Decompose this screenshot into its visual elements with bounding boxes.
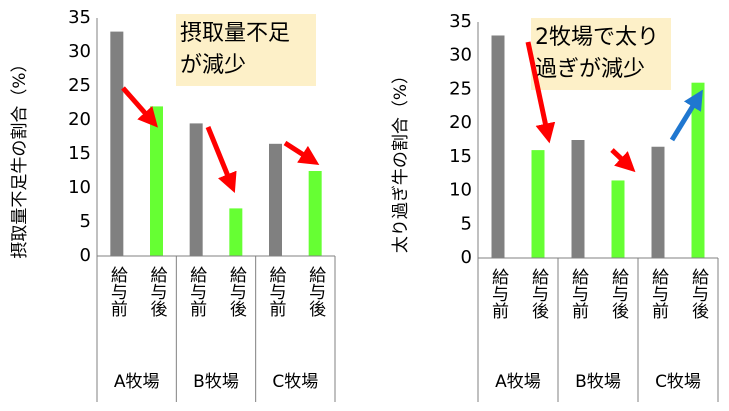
arrow [283,140,320,166]
bar [150,106,163,257]
bar [229,208,243,256]
x-tick-label: 給与後 [608,268,629,319]
y-tick-label: 5 [80,211,91,232]
bar [491,35,505,258]
y-tick-label: 25 [68,75,91,96]
group-label: C牧場 [655,372,701,392]
y-tick-label: 20 [449,112,472,133]
x-tick-label: 給与後 [688,268,709,319]
arrow [669,89,703,142]
y-tick-label: 0 [80,245,91,266]
arrow [121,86,158,128]
arrows [121,41,703,193]
x-tick-label: 給与前 [648,268,669,320]
bar [308,171,322,256]
bar [571,140,585,258]
annotation: 過ぎが減少 [535,57,645,82]
y-tick-label: 10 [68,177,91,198]
y-tick-label: 15 [449,146,472,167]
group-label: A牧場 [114,372,160,392]
y-tick-label: 20 [68,109,91,130]
y-axis-label: 摂取量不足牛の割合（%） [10,55,30,258]
x-tick-label: 給与後 [147,266,168,317]
annotation-box [176,14,316,86]
bar [651,146,665,258]
group-label: B牧場 [575,372,621,392]
annotation: 摂取量不足 [180,21,290,46]
annotation: 2牧場で太り [535,25,659,50]
bar [189,123,203,257]
y-axis-label: 太り過ぎ牛の割合（%） [391,67,411,253]
y-tick-label: 5 [461,213,472,234]
bar [269,143,282,256]
bar [691,82,705,258]
y-tick-label: 10 [449,180,472,201]
y-tick-label: 25 [449,78,472,99]
arrow [205,126,237,193]
annotation: が減少 [180,53,246,78]
group-label: C牧場 [272,372,318,392]
bar [611,180,625,258]
group-label: A牧場 [495,372,541,392]
x-tick-label: 給与前 [186,266,207,318]
y-tick-label: 35 [449,11,472,32]
arrow [525,41,556,144]
y-tick-label: 30 [449,45,472,66]
x-tick-label: 給与前 [266,266,287,318]
annotation-box [531,18,671,90]
y-tick-label: 15 [68,143,91,164]
x-tick-label: 給与後 [226,266,247,317]
x-tick-label: 給与前 [107,266,128,318]
arrow [610,148,636,173]
x-tick-label: 給与後 [305,266,326,317]
y-tick-label: 0 [461,247,472,268]
bar [110,31,124,256]
x-tick-label: 給与後 [528,268,549,319]
y-tick-label: 30 [68,41,91,62]
y-tick-label: 35 [68,7,91,28]
group-label: B牧場 [193,372,239,392]
x-tick-label: 給与前 [568,268,589,320]
bar [531,150,545,258]
x-tick-label: 給与前 [488,268,509,320]
